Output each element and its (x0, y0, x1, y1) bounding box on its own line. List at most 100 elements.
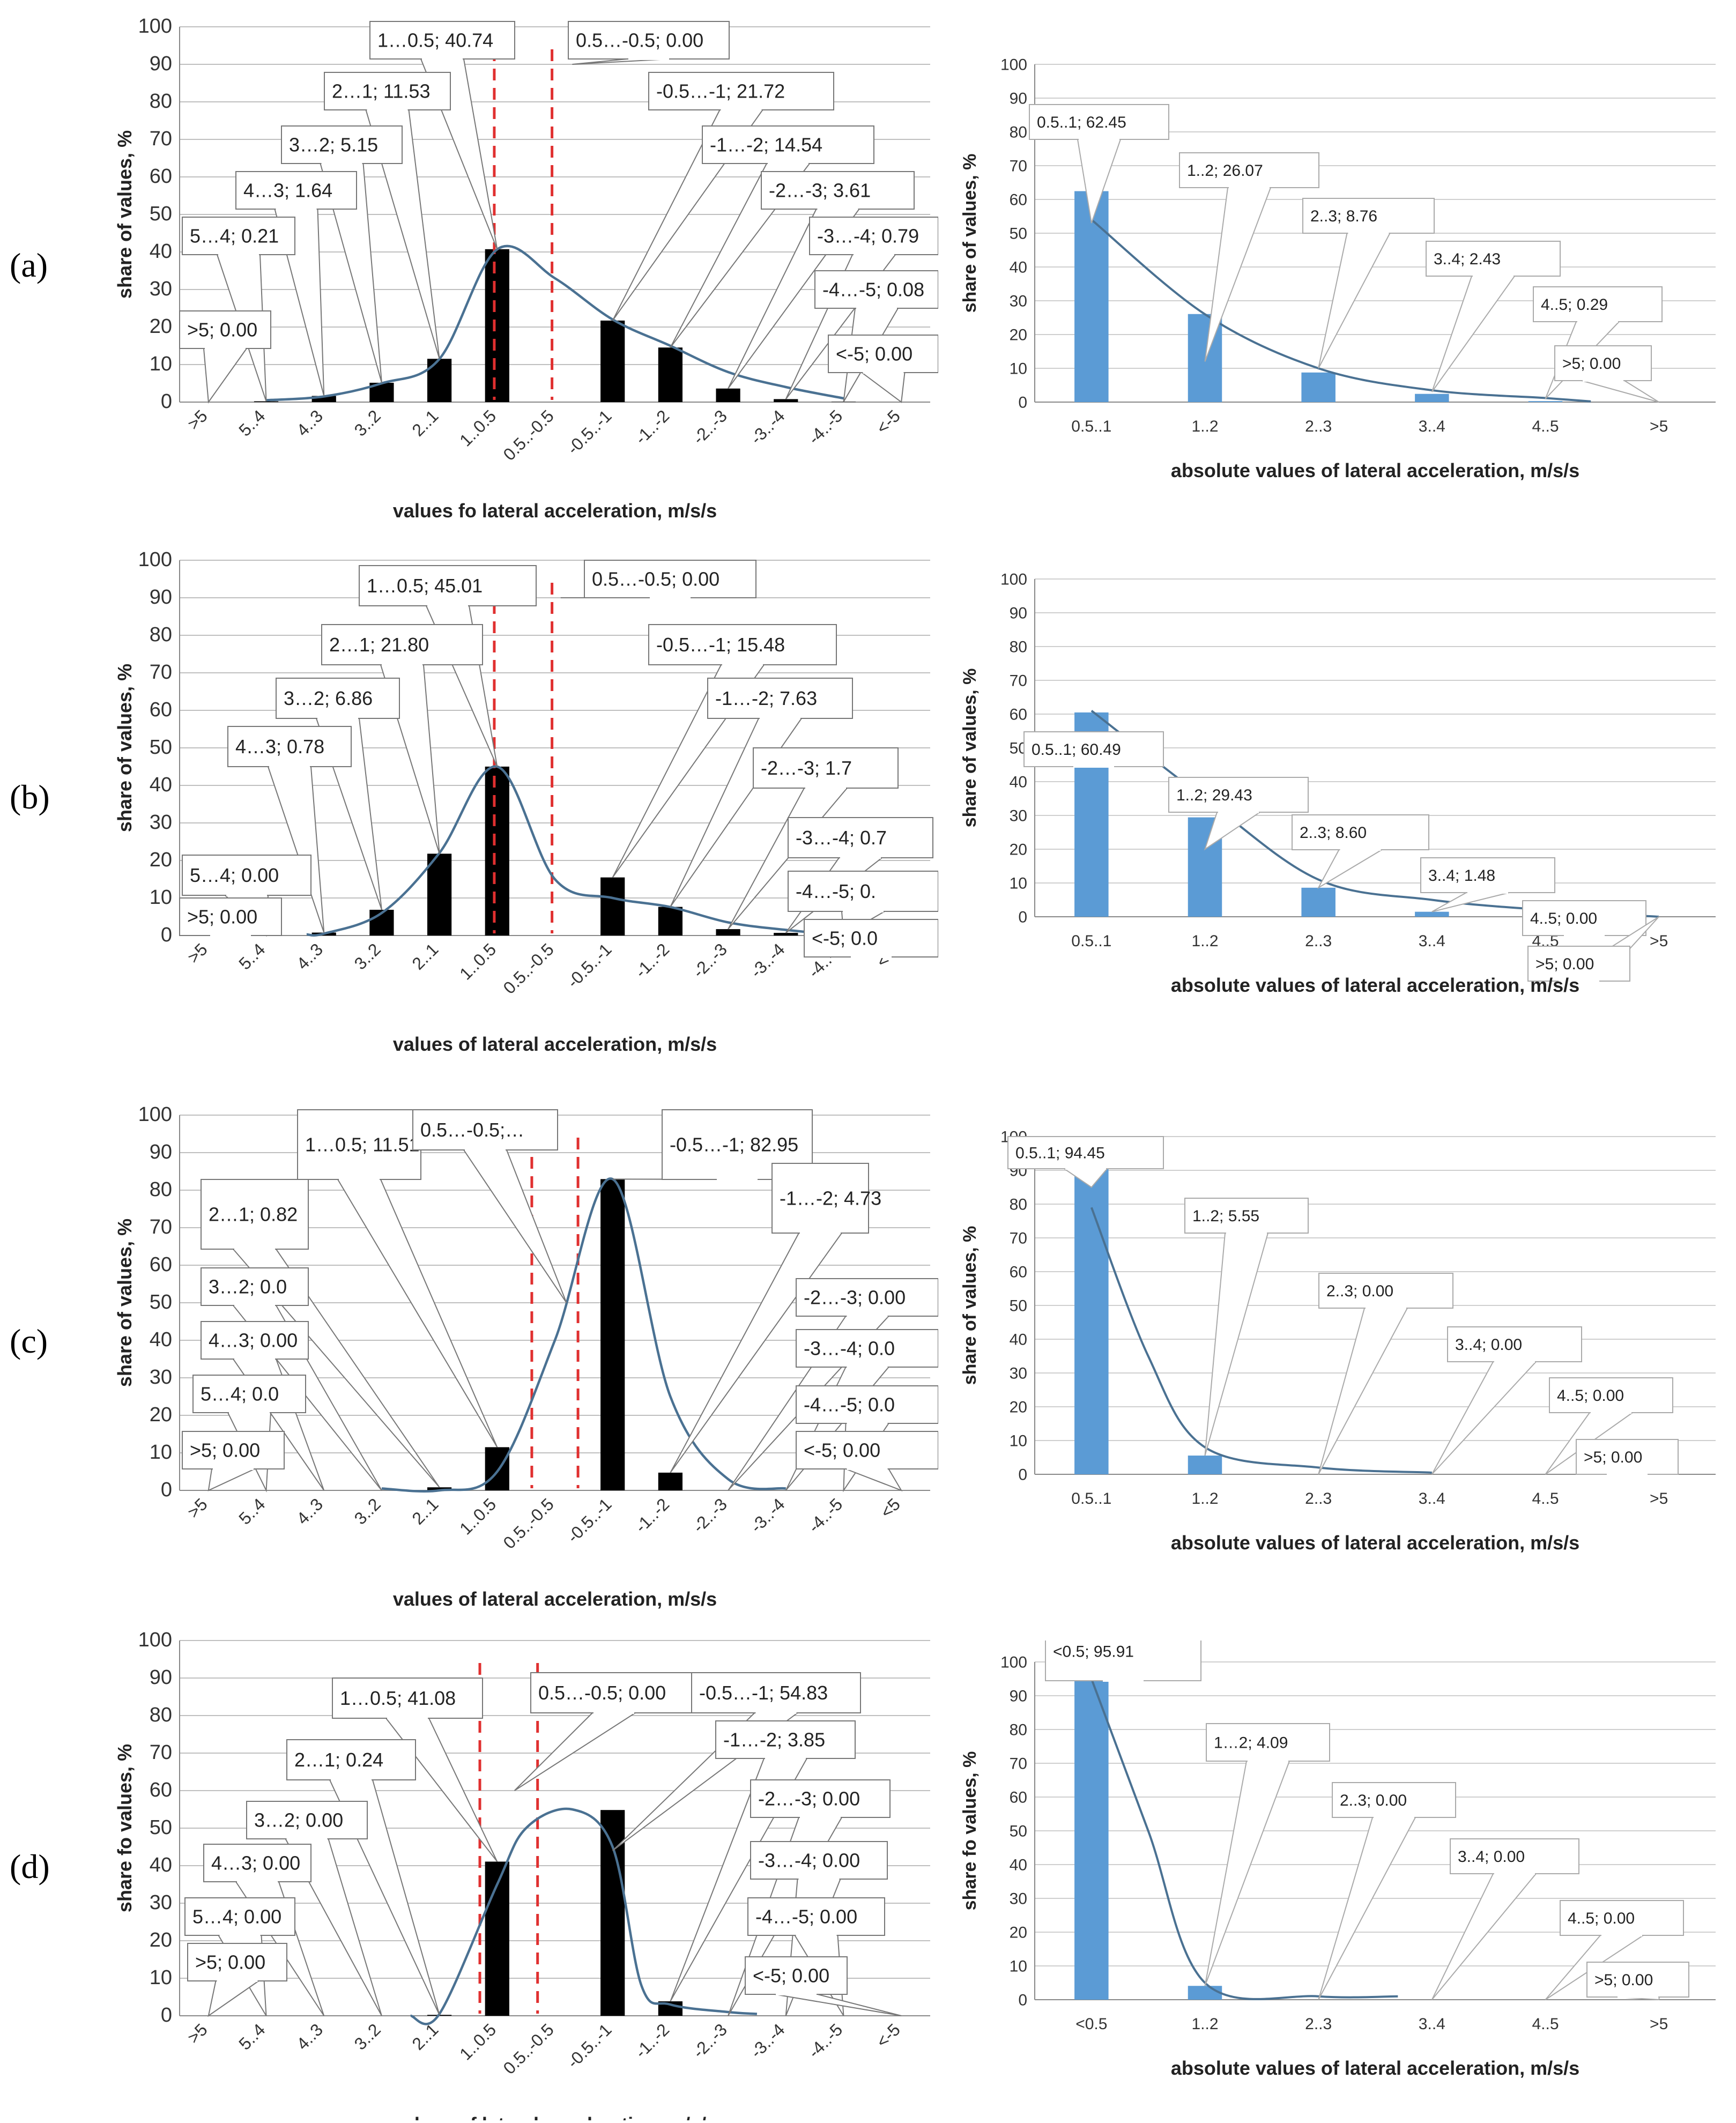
y-tick-label: 10 (1010, 360, 1027, 378)
y-tick-label: 100 (138, 1629, 172, 1651)
callout-label: 0.5…-0.5;… (420, 1119, 524, 1141)
panel-label-d: (d) (10, 1847, 50, 1886)
bar (716, 929, 740, 936)
y-tick-label: 50 (150, 736, 172, 759)
callout-label: -1…-2; 14.54 (710, 134, 822, 156)
callout-label: 3..4; 0.00 (1455, 1336, 1522, 1354)
bar (774, 399, 798, 402)
y-tick-label: 40 (150, 240, 172, 263)
callout-label: >5; 0.00 (1584, 1449, 1642, 1466)
data-callout: 4…3; 0.00 (201, 1321, 325, 1491)
callout-label: 3…2; 0.0 (209, 1276, 287, 1298)
trend-curve (306, 765, 902, 937)
y-tick-label: 20 (150, 315, 172, 338)
callout-label: 2..3; 0.00 (1326, 1282, 1393, 1300)
y-tick-label: 50 (150, 1291, 172, 1313)
y-tick-label: 70 (150, 1741, 172, 1764)
data-callout: 5…4; 0.00 (184, 1897, 295, 2016)
y-tick-label: 40 (1010, 1331, 1027, 1349)
y-tick-label: 0 (1018, 394, 1027, 412)
data-callout: 2..3; 0.00 (1318, 1782, 1456, 2000)
y-tick-label: 10 (150, 1441, 172, 1464)
x-tick-label: 1..2 (1191, 418, 1218, 435)
callout-label: <-5; 0.00 (836, 343, 912, 365)
bar (1074, 1155, 1109, 1474)
data-callout: 1…2; 4.09 (1204, 1723, 1330, 1986)
data-callout: >5; 0.00 (1554, 345, 1659, 403)
bar (600, 1810, 625, 2016)
callout-label: -2…-3; 1.7 (761, 757, 852, 779)
x-tick-label: -3..-4 (746, 406, 788, 448)
callout-label: 1…2; 4.09 (1214, 1734, 1288, 1752)
trend-curve (1090, 1207, 1432, 1474)
y-tick-label: 80 (1010, 639, 1027, 656)
callout-label: 1…0.5; 11.51 (305, 1134, 420, 1156)
x-tick-label: 0.5..1 (1071, 418, 1111, 435)
bar (427, 359, 452, 402)
y-tick-label: 80 (150, 90, 172, 113)
x-tick-label: 3..4 (1419, 932, 1445, 950)
callout-label: 0.5..1; 94.45 (1015, 1145, 1105, 1162)
data-callout: -4…-5; 0.00 (747, 1897, 885, 2016)
bar (1301, 887, 1336, 917)
y-tick-label: 70 (1010, 1755, 1027, 1773)
callout-label: 4…3; 0.00 (211, 1852, 300, 1874)
x-tick-label: 0.5..-0.5 (499, 2020, 557, 2077)
data-callout: 2…1; 11.53 (324, 72, 451, 359)
bar (485, 766, 509, 936)
bar (311, 396, 336, 402)
x-tick-label: <-5 (872, 406, 904, 437)
trend-curve (1090, 710, 1659, 918)
y-tick-label: 90 (1010, 90, 1027, 108)
callout-label: -3…-4; 0.0 (804, 1338, 895, 1360)
data-callout: <-5; 0.00 (745, 1956, 902, 2016)
y-axis-title: share of values, % (960, 1226, 980, 1385)
callout-label: >5; 0.00 (1535, 955, 1594, 973)
x-tick-label: 1..0.5 (456, 2020, 500, 2063)
x-tick-label: 3..2 (351, 406, 384, 440)
callout-label: -0.5…-1; 15.48 (656, 634, 785, 656)
y-tick-label: 30 (1010, 1890, 1027, 1908)
callout-label: 1…0.5; 45.01 (367, 575, 483, 597)
x-tick-label: 4..3 (293, 2020, 327, 2053)
callout-label: 4..5; 0.00 (1530, 910, 1597, 927)
x-tick-label: -2..-3 (689, 1494, 731, 1536)
x-tick-label: 5..4 (235, 939, 269, 973)
x-tick-label: 3..4 (1419, 2015, 1445, 2033)
y-tick-label: 80 (150, 623, 172, 646)
y-tick-label: 50 (1010, 225, 1027, 243)
y-tick-label: 70 (150, 661, 172, 684)
chart-a-left: 0 10 20 30 40 50 60 70 80 90 100 >5 5..4 4..3 3..2 2..1… (114, 15, 938, 522)
data-callout: 3..4; 0.00 (1431, 1326, 1582, 1475)
x-tick-label: <5 (877, 1494, 904, 1521)
callout-label: 4..5; 0.29 (1541, 296, 1608, 314)
y-axis-title: share of values, % (114, 130, 136, 299)
x-tick-label: 2..1 (408, 939, 442, 973)
data-callout: 1…0.5; 11.51 (297, 1109, 498, 1448)
callout-label: 1…0.5; 40.74 (377, 29, 493, 51)
data-callout: 0.5…-0.5;… (412, 1109, 567, 1303)
bar (1415, 911, 1449, 917)
y-tick-label: 40 (1010, 1857, 1027, 1874)
callout-label: -2…-3; 0.00 (804, 1287, 906, 1309)
x-tick-label: 1..0.5 (456, 939, 500, 983)
y-tick-label: 70 (150, 128, 172, 150)
x-axis-title: absolute values of lateral acceleration,… (1171, 1532, 1579, 1554)
callout-label: -3…-4; 0.00 (758, 1850, 860, 1872)
y-tick-label: 50 (150, 1816, 172, 1839)
data-callout: 3…2; 0.00 (246, 1801, 382, 2016)
callout-label: 4…3; 1.64 (243, 180, 332, 202)
y-tick-label: 20 (1010, 1924, 1027, 1942)
data-callout: -1…-2; 3.85 (670, 1720, 856, 2002)
bar (1415, 394, 1449, 402)
data-callout: >5; 0.00 (1586, 1962, 1689, 2001)
data-callout: 1…0.5; 45.01 (359, 565, 537, 767)
callout-label: >5; 0.00 (195, 1951, 265, 1973)
x-tick-label: -1..-2 (631, 2020, 673, 2061)
x-tick-label: 1..2 (1191, 2015, 1218, 2033)
x-tick-label: 4..3 (293, 1494, 327, 1528)
data-callout: -0.5…-1; 15.48 (612, 624, 837, 878)
y-tick-label: 90 (150, 53, 172, 75)
y-tick-label: 70 (1010, 158, 1027, 175)
